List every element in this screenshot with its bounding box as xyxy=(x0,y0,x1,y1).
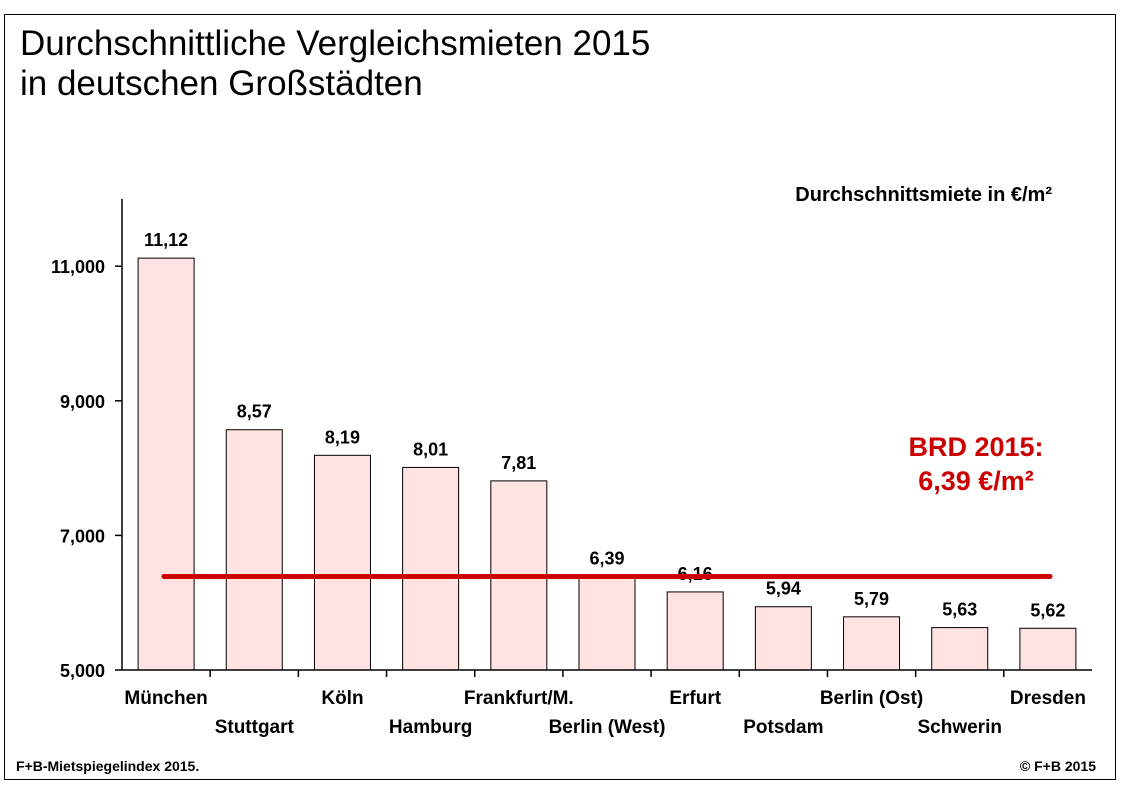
bar-value-label: 7,81 xyxy=(501,453,536,473)
bar-value-label: 5,63 xyxy=(942,600,977,620)
bar xyxy=(313,454,371,671)
x-category-label: Köln xyxy=(321,688,363,709)
title-line-1: Durchschnittliche Vergleichsmieten 2015 xyxy=(20,24,651,63)
x-category-label: Hamburg xyxy=(389,717,472,738)
bar xyxy=(754,606,812,671)
x-category-label: Potsdam xyxy=(743,717,823,738)
bar xyxy=(1019,627,1077,671)
unit-label: Durchschnittsmiete in €/m² xyxy=(795,184,1052,206)
bars xyxy=(137,257,1077,671)
reference-label-line-2: 6,39 €/m² xyxy=(918,466,1034,496)
x-category-label: Stuttgart xyxy=(215,717,295,738)
bar-value-label: 11,12 xyxy=(144,230,188,250)
bar-value-label: 8,19 xyxy=(325,427,360,447)
x-category-label: Dresden xyxy=(1010,688,1086,709)
reference-label-line-1: BRD 2015: xyxy=(908,432,1043,462)
chart-title: Durchschnittliche Vergleichsmieten 2015 … xyxy=(20,24,650,104)
x-category-label: München xyxy=(124,688,207,709)
x-category-label: Berlin (West) xyxy=(549,717,666,738)
x-axis-labels: München Stuttgart Köln Hamburg Frankfurt/M. B… xyxy=(124,688,1086,738)
y-tick-label: 5,000 xyxy=(60,661,105,681)
source-note: F+B-Mietspiegelindex 2015. xyxy=(16,758,199,774)
x-category-label: Frankfurt/M. xyxy=(464,688,574,709)
bar xyxy=(931,627,989,671)
bar-value-label: 5,94 xyxy=(766,579,801,599)
bar xyxy=(666,591,724,671)
y-tick-label: 11,000 xyxy=(51,257,105,277)
value-labels: 11,12 8,57 8,19 8,01 7,81 6,39 6,16 5,94 5,79 5,6… xyxy=(144,230,1065,620)
chart-frame xyxy=(4,14,1116,780)
bar xyxy=(225,429,283,671)
bar xyxy=(578,575,636,671)
y-axis: 5,000 7,000 9,000 11,000 xyxy=(51,198,123,681)
x-category-label: Erfurt xyxy=(669,688,721,709)
bar-value-label: 8,57 xyxy=(237,402,272,422)
copyright-note: © F+B 2015 xyxy=(1020,758,1096,774)
bar-value-label: 5,79 xyxy=(854,589,889,609)
reference-line-group: BRD 2015: 6,39 €/m² xyxy=(161,432,1053,579)
bar xyxy=(402,466,460,671)
bar xyxy=(843,616,901,671)
title-line-2: in deutschen Großstädten xyxy=(20,64,423,103)
bar-value-label: 6,39 xyxy=(589,548,624,568)
bar xyxy=(137,257,195,671)
y-tick-label: 7,000 xyxy=(60,526,105,546)
x-category-label: Berlin (Ost) xyxy=(820,688,923,709)
bar-value-label: 6,16 xyxy=(678,564,713,584)
bar-value-label: 8,01 xyxy=(413,439,448,459)
bar-value-label: 5,62 xyxy=(1030,600,1065,620)
x-category-label: Schwerin xyxy=(917,717,1001,738)
y-tick-label: 9,000 xyxy=(60,392,105,412)
x-axis xyxy=(122,669,1092,677)
